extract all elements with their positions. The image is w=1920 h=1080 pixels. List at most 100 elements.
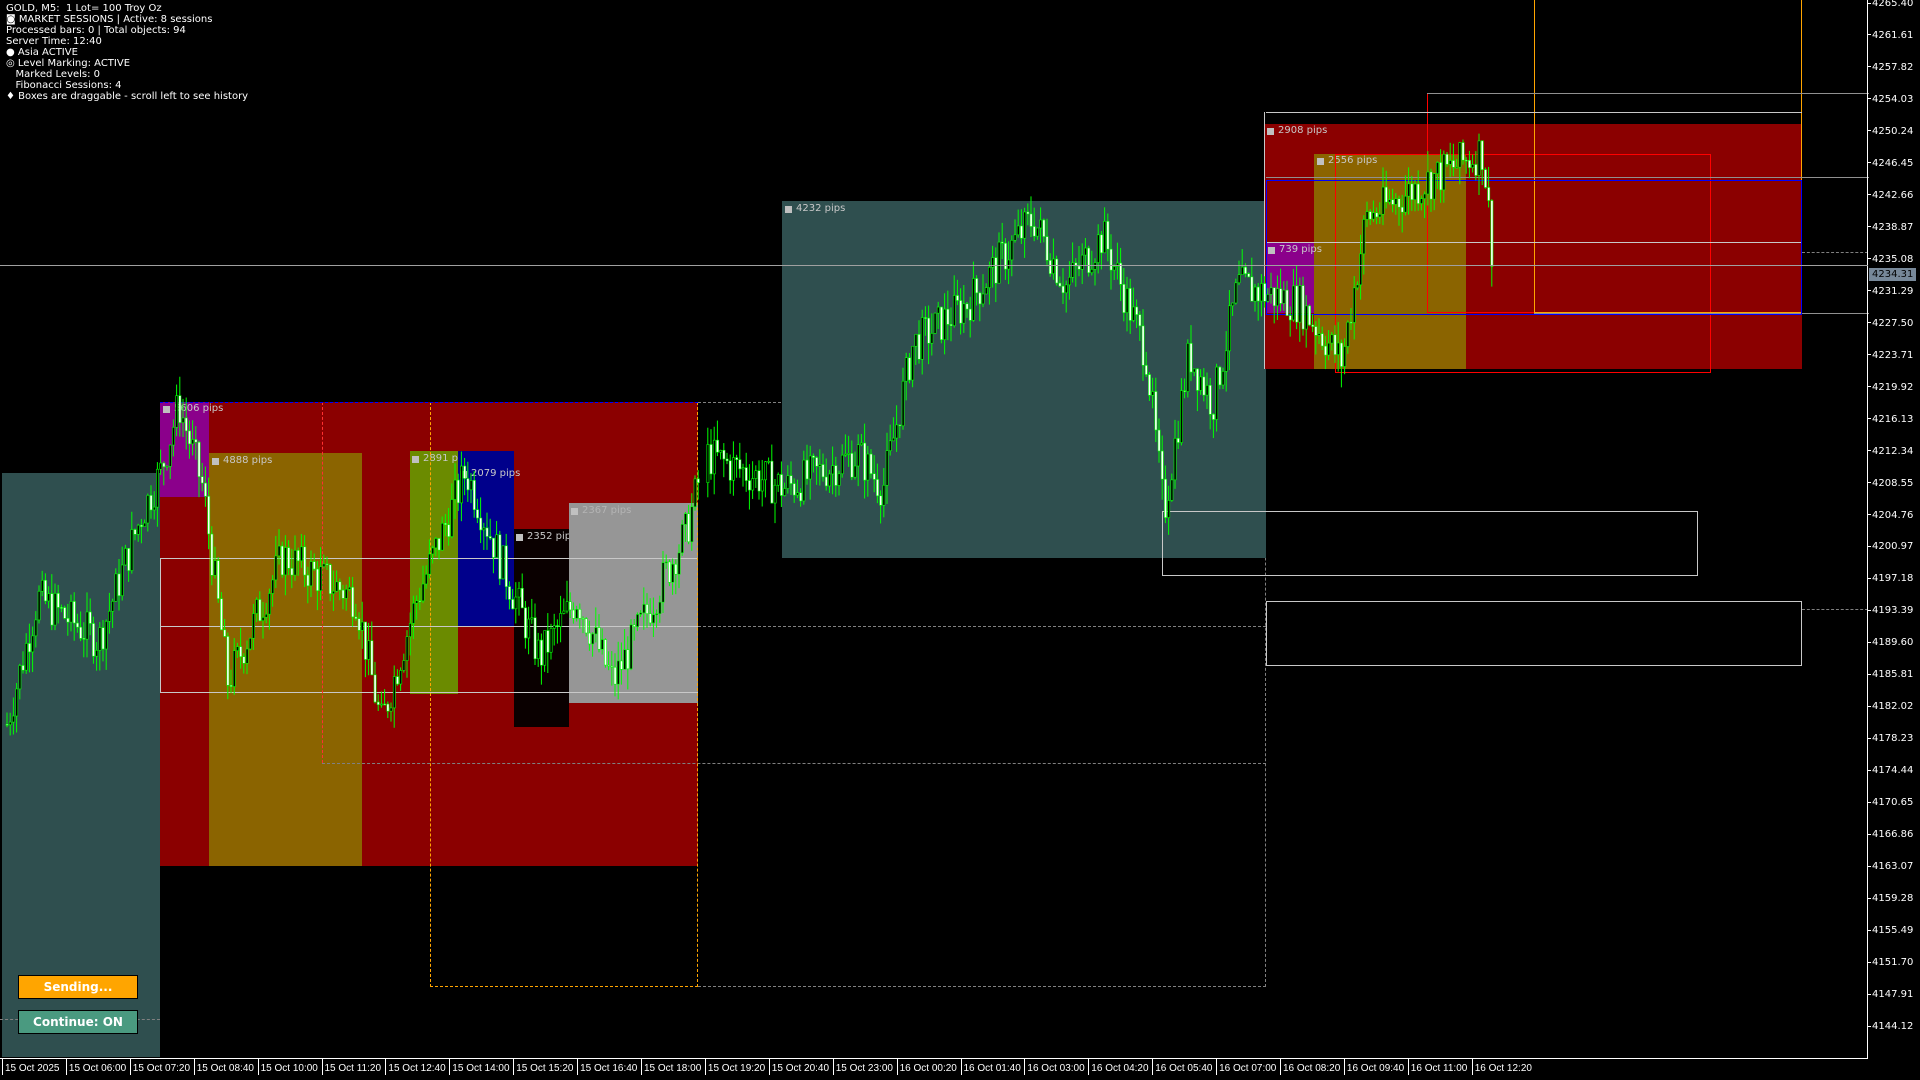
candle-body: [239, 646, 243, 657]
candle-body: [1039, 219, 1043, 229]
candle-body: [111, 600, 115, 612]
candle-body: [37, 590, 41, 621]
orange-outline-box[interactable]: [1534, 0, 1802, 313]
candle-body: [1208, 385, 1212, 415]
session-box-blue[interactable]: 2079 pips: [458, 451, 520, 626]
candle-body: [751, 478, 755, 491]
outline-box[interactable]: [1266, 601, 1802, 666]
candle-body: [498, 534, 502, 580]
candle-body: [1343, 346, 1347, 367]
candle-body: [1375, 212, 1379, 218]
candle-body: [21, 665, 25, 671]
candle-body: [1125, 288, 1129, 313]
candle-body: [876, 479, 879, 497]
candle-body: [428, 553, 431, 575]
session-box-teal[interactable]: 4232 pips: [782, 201, 1266, 558]
session-box-gray[interactable]: 2367 pips: [569, 503, 698, 703]
price-axis[interactable]: [1867, 0, 1868, 1058]
candle-body: [684, 513, 687, 525]
candle-body: [1176, 438, 1180, 443]
candle-body: [1388, 199, 1391, 203]
blue-outline-box[interactable]: [1266, 180, 1802, 315]
candle-body: [792, 483, 796, 496]
candle-body: [1436, 162, 1439, 175]
candle-body: [1234, 282, 1238, 304]
candle-body: [1448, 160, 1452, 165]
candle-body: [1410, 183, 1414, 200]
candle-body: [642, 604, 646, 614]
candle-body: [866, 453, 870, 481]
candle-body: [533, 617, 537, 660]
candle-body: [1192, 368, 1196, 373]
red-outline-box[interactable]: [1335, 154, 1711, 373]
candle-body: [1439, 162, 1443, 191]
candle-body: [840, 454, 844, 475]
price-tick: 4174.44: [1867, 766, 1913, 776]
candle-body: [370, 640, 374, 676]
candle-body: [898, 424, 902, 427]
price-tick: 4185.81: [1867, 670, 1913, 680]
candle-body: [1384, 186, 1388, 203]
candle-body: [424, 573, 428, 585]
candle-body: [1445, 153, 1449, 165]
candle-body: [661, 562, 665, 603]
candle-body: [658, 601, 662, 614]
candle-body: [1100, 234, 1103, 254]
dashed-level: [1802, 609, 1868, 610]
candle-body: [184, 417, 188, 432]
price-tick: 4212.34: [1867, 446, 1913, 457]
candle-body: [1416, 183, 1420, 204]
candle-body: [482, 527, 486, 531]
candle-body: [348, 586, 351, 590]
time-axis[interactable]: [0, 1058, 1868, 1059]
session-box-yellowgreen[interactable]: 2891 pips: [410, 451, 472, 694]
sending-button[interactable]: Sending...: [18, 975, 138, 999]
candle-body: [959, 300, 963, 324]
candle-body: [168, 444, 172, 467]
candle-body: [492, 537, 495, 558]
candle-body: [1394, 198, 1398, 205]
candle-body: [565, 601, 569, 612]
price-tick: 4257.82: [1867, 62, 1913, 73]
outline-box[interactable]: [1162, 511, 1698, 576]
continue-toggle-button[interactable]: Continue: ON: [18, 1010, 138, 1034]
candle-body: [344, 588, 348, 599]
candle-body: [114, 573, 118, 602]
candle-body: [357, 618, 361, 631]
candle-body: [1199, 376, 1203, 391]
candle-body: [796, 492, 799, 496]
candle-body: [245, 648, 249, 664]
candle-body: [1400, 206, 1404, 213]
candle-body: [728, 460, 732, 481]
candle-body: [88, 611, 92, 624]
candle-body: [780, 474, 783, 496]
candle-body: [264, 613, 268, 618]
candle-body: [1148, 374, 1151, 396]
pips-label: 2891 pips: [411, 453, 472, 465]
candle-body: [300, 546, 303, 562]
candle-body: [1180, 390, 1183, 443]
candle-body: [479, 517, 483, 531]
session-box-teal-left[interactable]: [2, 473, 160, 1057]
candle-body: [501, 545, 505, 580]
candle-body: [418, 600, 422, 603]
candle-body: [770, 460, 774, 504]
candle-body: [159, 462, 163, 470]
candle-body: [1061, 285, 1065, 294]
candle-body: [95, 650, 99, 657]
candle-body: [693, 478, 697, 508]
candle-body: [1330, 334, 1334, 344]
candle-body: [367, 640, 371, 660]
candle-body: [69, 601, 73, 623]
candle-body: [524, 607, 527, 639]
session-box-black[interactable]: 2352 pips: [514, 529, 576, 727]
price-tick: 4166.86: [1867, 830, 1913, 840]
candle-body: [962, 303, 966, 324]
candle-body: [1007, 259, 1011, 270]
candle-body: [92, 623, 95, 657]
candle-body: [924, 317, 927, 319]
server-time: Server Time: 12:40: [6, 36, 102, 47]
candle-body: [956, 295, 959, 301]
candle-body: [623, 649, 627, 670]
